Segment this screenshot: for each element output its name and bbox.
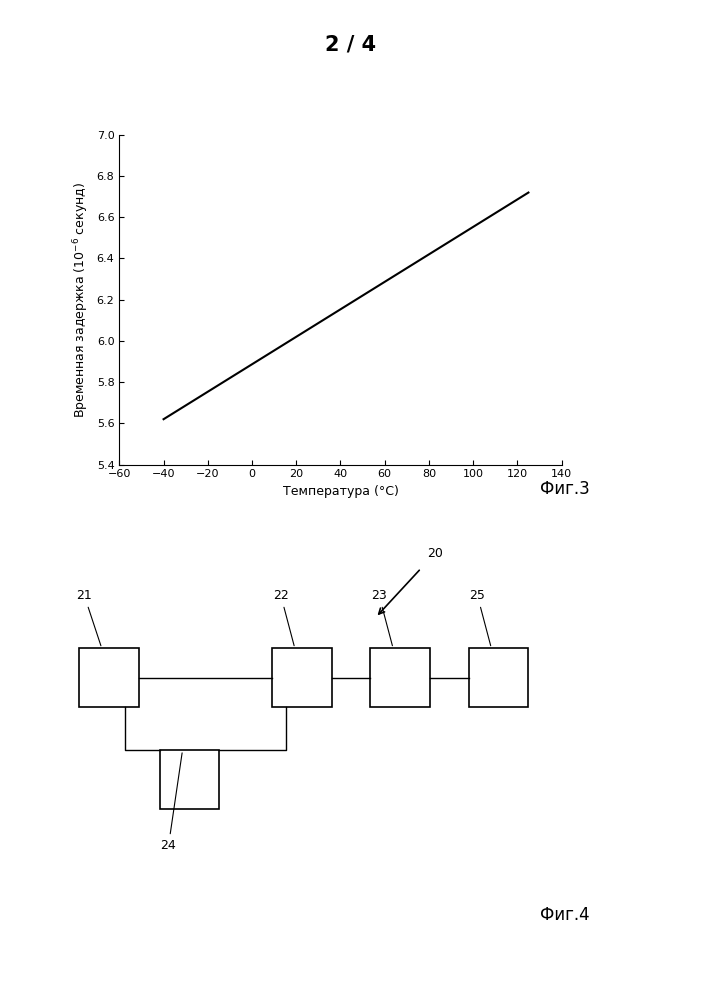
- Bar: [272, 648, 332, 707]
- Text: 2 / 4: 2 / 4: [326, 35, 376, 55]
- Bar: [371, 648, 430, 707]
- Text: 23: 23: [371, 588, 392, 645]
- Text: Фиг.3: Фиг.3: [540, 480, 590, 498]
- Bar: [79, 648, 139, 707]
- Text: Фиг.4: Фиг.4: [540, 906, 590, 924]
- Bar: [160, 750, 220, 809]
- Bar: [469, 648, 529, 707]
- X-axis label: Температура (°C): Температура (°C): [282, 485, 399, 498]
- Text: 24: 24: [161, 753, 182, 852]
- Y-axis label: Временная задержка (10$^{-6}$ секунд): Временная задержка (10$^{-6}$ секунд): [72, 182, 91, 418]
- Text: 25: 25: [470, 588, 491, 645]
- Text: 21: 21: [77, 588, 101, 645]
- Text: 20: 20: [427, 547, 443, 560]
- Text: 22: 22: [273, 588, 294, 645]
